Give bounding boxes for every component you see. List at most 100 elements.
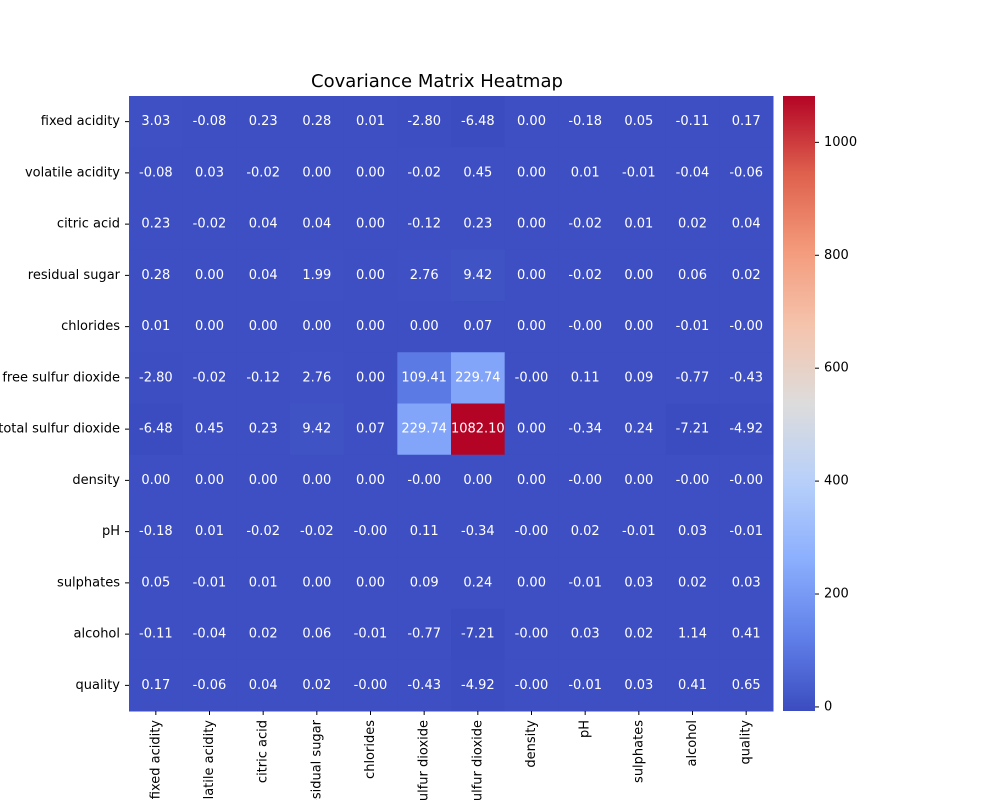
colorbar xyxy=(783,96,815,711)
heatmap-cell xyxy=(343,403,398,456)
cell-label: -0.00 xyxy=(515,370,549,385)
heatmap-cell xyxy=(290,249,345,302)
cell-label: 0.17 xyxy=(732,114,761,129)
cell-label: -0.34 xyxy=(568,422,602,437)
cell-label: 0.00 xyxy=(141,473,170,488)
heatmap-cell xyxy=(236,301,291,353)
heatmap-cell xyxy=(182,403,237,456)
colorbar-tick-label: 0 xyxy=(824,699,832,714)
heatmap-cell xyxy=(236,249,291,302)
cell-label: 0.01 xyxy=(356,114,385,129)
cell-label: 0.45 xyxy=(195,422,224,437)
cell-label: 0.00 xyxy=(249,473,278,488)
heatmap-cell xyxy=(236,352,291,404)
cell-label: -0.06 xyxy=(729,165,763,180)
heatmap-cell xyxy=(343,608,398,661)
cell-label: 0.23 xyxy=(463,217,492,232)
cell-label: 0.00 xyxy=(517,422,546,437)
heatmap-cell xyxy=(343,557,398,609)
y-tick-label: density xyxy=(72,473,120,488)
heatmap-cell xyxy=(343,249,398,302)
y-tick-label: free sulfur dioxide xyxy=(2,370,120,385)
x-tick-label: pH xyxy=(578,720,593,738)
heatmap-cell xyxy=(719,352,774,404)
heatmap-cell xyxy=(504,96,559,148)
heatmap-cell xyxy=(612,249,667,302)
cell-label: 0.23 xyxy=(249,114,278,129)
heatmap-cell xyxy=(290,301,345,353)
cell-label: 0.00 xyxy=(517,575,546,590)
cell-label: 0.02 xyxy=(249,627,278,642)
cell-label: 0.00 xyxy=(517,268,546,283)
heatmap-cell xyxy=(558,557,613,609)
heatmap-cell xyxy=(397,608,452,661)
cell-label: -0.06 xyxy=(193,678,227,693)
heatmap-cell xyxy=(236,454,291,507)
cell-label: -0.01 xyxy=(676,319,710,334)
cell-label: 0.02 xyxy=(302,678,331,693)
heatmap-cell xyxy=(451,403,506,456)
heatmap-cell xyxy=(504,198,559,251)
cell-label: 0.03 xyxy=(571,627,600,642)
x-tick-label: density xyxy=(524,720,539,768)
heatmap-cell xyxy=(290,454,345,507)
heatmap-cell xyxy=(558,352,613,404)
cell-label: 0.00 xyxy=(356,319,385,334)
heatmap-cell xyxy=(129,403,184,456)
cell-label: -0.12 xyxy=(407,217,441,232)
heatmap-cell xyxy=(129,659,184,712)
cell-label: 0.01 xyxy=(249,575,278,590)
cell-label: -0.01 xyxy=(568,678,602,693)
y-tick-label: sulphates xyxy=(57,575,120,590)
chart-title: Covariance Matrix Heatmap xyxy=(311,71,563,92)
cell-label: 0.23 xyxy=(249,422,278,437)
heatmap-cell xyxy=(397,506,452,558)
heatmap-cell xyxy=(612,403,667,456)
heatmap-cell xyxy=(719,506,774,558)
heatmap-cell xyxy=(129,249,184,302)
heatmap-cell xyxy=(719,403,774,456)
heatmap-cell xyxy=(236,608,291,661)
heatmap-cell xyxy=(397,659,452,712)
heatmap-cell xyxy=(182,96,237,148)
cell-label: -0.00 xyxy=(515,524,549,539)
cell-label: 0.04 xyxy=(249,268,278,283)
heatmap-cell xyxy=(558,147,613,199)
x-tick-label: free sulfur dioxide xyxy=(417,720,432,800)
heatmap-cell xyxy=(129,557,184,609)
cell-label: 0.06 xyxy=(302,627,331,642)
cell-label: 0.00 xyxy=(356,217,385,232)
cell-label: -7.21 xyxy=(676,422,710,437)
cell-label: -0.11 xyxy=(139,627,173,642)
heatmap-cell xyxy=(719,249,774,302)
cell-label: -0.00 xyxy=(354,524,388,539)
cell-label: -0.43 xyxy=(729,370,763,385)
heatmap-cell xyxy=(343,198,398,251)
heatmap-cell xyxy=(504,506,559,558)
heatmap-cell xyxy=(182,454,237,507)
heatmap-cell xyxy=(719,96,774,148)
cell-label: 0.23 xyxy=(141,217,170,232)
cell-label: 0.45 xyxy=(463,165,492,180)
heatmap-cell xyxy=(236,557,291,609)
cell-label: 0.00 xyxy=(195,319,224,334)
cell-label: -6.48 xyxy=(461,114,495,129)
y-tick-label: residual sugar xyxy=(28,268,121,283)
cell-label: 0.00 xyxy=(356,165,385,180)
heatmap-cell xyxy=(612,506,667,558)
cell-label: 0.41 xyxy=(732,627,761,642)
cell-label: -4.92 xyxy=(461,678,495,693)
heatmap-cell xyxy=(129,608,184,661)
heatmap-cell xyxy=(665,301,720,353)
heatmap-cell xyxy=(182,249,237,302)
cell-label: 0.07 xyxy=(356,422,385,437)
cell-label: 229.74 xyxy=(401,422,447,437)
cell-label: -0.00 xyxy=(676,473,710,488)
cell-label: -0.00 xyxy=(515,627,549,642)
cell-label: -0.02 xyxy=(568,217,602,232)
heatmap-cell xyxy=(451,557,506,609)
heatmap-cell xyxy=(612,659,667,712)
cell-label: 0.02 xyxy=(678,575,707,590)
heatmap-cell xyxy=(665,454,720,507)
